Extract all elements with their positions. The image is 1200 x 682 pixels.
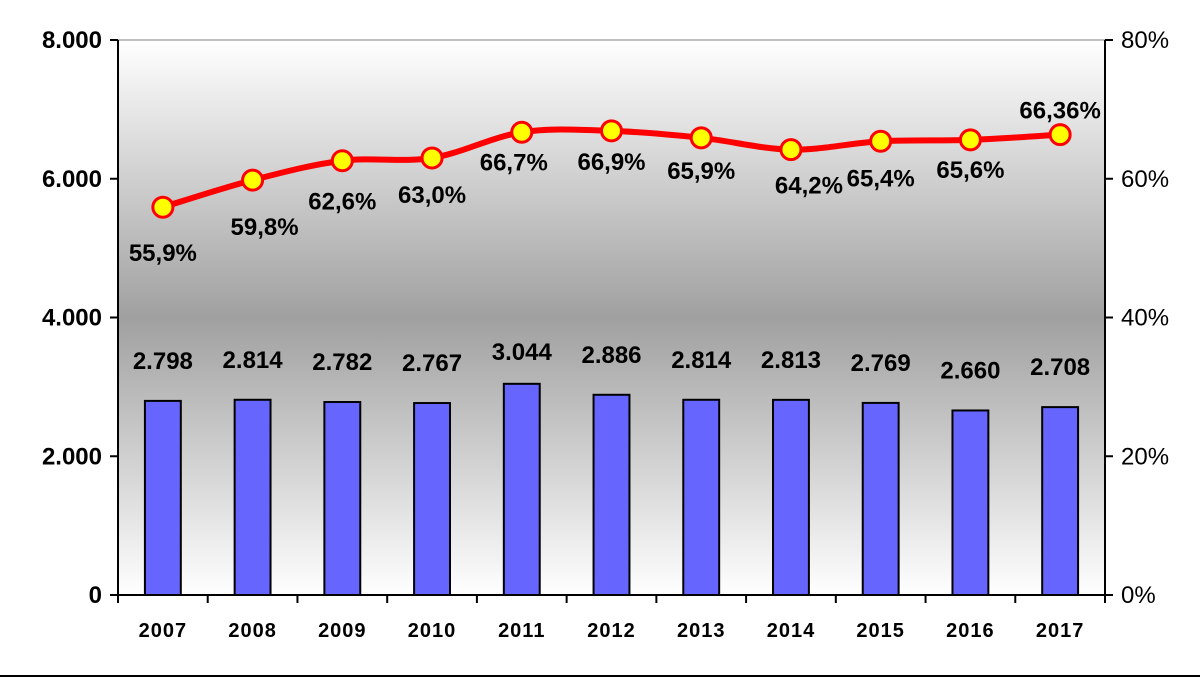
- bar-data-label: 2.767: [402, 350, 462, 377]
- x-tick-label: 2008: [228, 620, 277, 642]
- line-data-label: 66,36%: [1019, 98, 1100, 125]
- x-tick-label: 2009: [318, 620, 367, 642]
- bar: [772, 398, 810, 596]
- line-data-label: 66,7%: [480, 149, 548, 176]
- x-tick-label: 2013: [677, 620, 726, 642]
- bar: [413, 402, 451, 596]
- bar: [592, 393, 631, 596]
- line-point: [241, 168, 265, 192]
- bar: [233, 398, 272, 596]
- x-tick-label: 2016: [946, 620, 995, 642]
- left-tick-label: 2.000: [42, 443, 102, 470]
- left-tick-label: 4.000: [42, 305, 102, 332]
- right-tick-label: 40%: [1121, 305, 1169, 332]
- right-tick-label: 20%: [1121, 443, 1169, 470]
- right-tick-label: 60%: [1121, 166, 1169, 193]
- bar: [143, 399, 182, 597]
- bar: [502, 382, 541, 597]
- line-point: [1048, 123, 1072, 147]
- line-data-label: 64,2%: [775, 173, 843, 200]
- bar: [682, 398, 721, 596]
- line-series: [151, 119, 1072, 219]
- line-data-label: 65,6%: [936, 157, 1004, 184]
- bar-data-labels: 2.798 2.814 2.782 2.767 3.044 2.886 2.814 2.813…: [133, 339, 1090, 385]
- line-data-label: 66,9%: [577, 149, 645, 176]
- bar: [951, 409, 990, 596]
- right-axis: 0% 20% 40% 60% 80%: [1104, 27, 1169, 609]
- bar-data-label: 3.044: [492, 339, 553, 366]
- bar-data-label: 2.814: [223, 347, 284, 374]
- bar-series: [143, 382, 1080, 597]
- line-data-label: 62,6%: [308, 189, 376, 216]
- line-point: [600, 119, 623, 143]
- line-data-labels: 55,9% 59,8% 62,6% 63,0% 66,7% 66,9% 65,9% 64,2%…: [129, 98, 1101, 268]
- line-data-label: 55,9%: [129, 240, 197, 267]
- bar: [1041, 406, 1080, 596]
- x-axis: 2007 2008 2009 2010 2011 2012 2013 2014 2015 2016…: [117, 594, 1106, 642]
- line-data-label: 65,4%: [847, 165, 915, 192]
- bar-data-label: 2.814: [671, 347, 732, 374]
- bar-data-label: 2.813: [761, 347, 821, 374]
- line-point: [510, 120, 534, 144]
- line-point: [958, 128, 982, 152]
- bar-data-label: 2.886: [581, 342, 641, 369]
- bar-data-label: 2.798: [133, 348, 193, 375]
- x-tick-label: 2012: [587, 620, 636, 642]
- x-tick-label: 2010: [408, 620, 457, 642]
- bar-data-label: 2.782: [312, 349, 372, 376]
- right-tick-label: 0%: [1121, 582, 1156, 609]
- bar-data-label: 2.708: [1030, 354, 1090, 381]
- x-tick-label: 2017: [1036, 620, 1085, 642]
- bar: [861, 401, 900, 597]
- x-tick-label: 2014: [767, 620, 816, 642]
- bar-data-label: 2.769: [851, 350, 911, 377]
- line-point: [869, 129, 893, 153]
- line-data-label: 63,0%: [398, 182, 466, 209]
- line-point: [151, 195, 175, 219]
- line-data-label: 65,9%: [667, 158, 735, 185]
- x-tick-label: 2011: [498, 620, 545, 642]
- line-point: [420, 146, 444, 170]
- x-tick-label: 2007: [139, 620, 188, 642]
- line-point: [779, 138, 803, 162]
- line-data-label: 59,8%: [231, 214, 299, 241]
- left-tick-label: 8.000: [42, 27, 102, 54]
- bar: [323, 400, 362, 596]
- line-point: [330, 149, 354, 173]
- right-tick-label: 80%: [1121, 27, 1169, 54]
- left-tick-label: 0: [89, 582, 102, 609]
- left-tick-label: 6.000: [42, 166, 102, 193]
- left-axis: 0 2.000 4.000 6.000 8.000: [42, 27, 119, 609]
- line-point: [689, 126, 713, 150]
- x-tick-label: 2015: [856, 620, 905, 642]
- bar-data-label: 2.660: [940, 357, 1000, 384]
